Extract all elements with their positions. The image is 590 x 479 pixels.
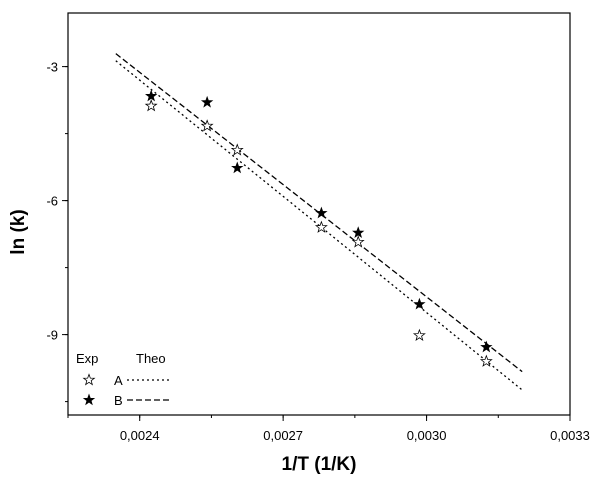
legend-header-theo: Theo	[136, 351, 166, 366]
x-tick-label: 0,0033	[550, 428, 590, 443]
data-point-A	[144, 99, 158, 112]
y-tick-label: -6	[46, 194, 58, 209]
data-point-B	[231, 161, 244, 174]
data-point-B	[145, 89, 158, 102]
data-point-A	[230, 143, 244, 156]
data-point-B	[413, 297, 426, 310]
data-point-A	[479, 354, 493, 367]
y-axis-ticks: -3 -6 -9	[46, 60, 68, 403]
fit-lines	[115, 53, 523, 391]
legend-label-A: A	[114, 373, 123, 388]
data-point-A	[412, 328, 426, 341]
data-markers	[144, 89, 493, 367]
legend-entries: AB	[82, 373, 172, 408]
y-tick-label: -9	[46, 328, 58, 343]
legend-marker-B	[82, 393, 96, 406]
data-point-A	[351, 235, 365, 248]
legend-label-B: B	[114, 393, 123, 408]
x-axis-ticks: 0,0024 0,0027 0,0030 0,0033	[67, 415, 590, 443]
x-tick-label: 0,0030	[407, 428, 447, 443]
fit-line-B	[115, 53, 523, 373]
data-point-B	[200, 95, 214, 108]
data-point-B	[315, 206, 328, 219]
y-axis-title: ln (k)	[8, 209, 29, 254]
data-point-A	[200, 119, 214, 132]
plot-frame	[67, 12, 571, 416]
x-tick-label: 0,0024	[120, 428, 160, 443]
data-point-B	[352, 226, 365, 239]
legend-header-exp: Exp	[76, 351, 98, 366]
x-tick-label: 0,0027	[263, 428, 303, 443]
x-axis-title: 1/T (1/K)	[282, 454, 357, 475]
data-point-B	[480, 340, 493, 353]
data-point-A	[314, 220, 328, 233]
legend-marker-A	[82, 373, 96, 386]
legend: Exp Theo AB	[76, 351, 172, 408]
y-tick-label: -3	[46, 60, 58, 75]
